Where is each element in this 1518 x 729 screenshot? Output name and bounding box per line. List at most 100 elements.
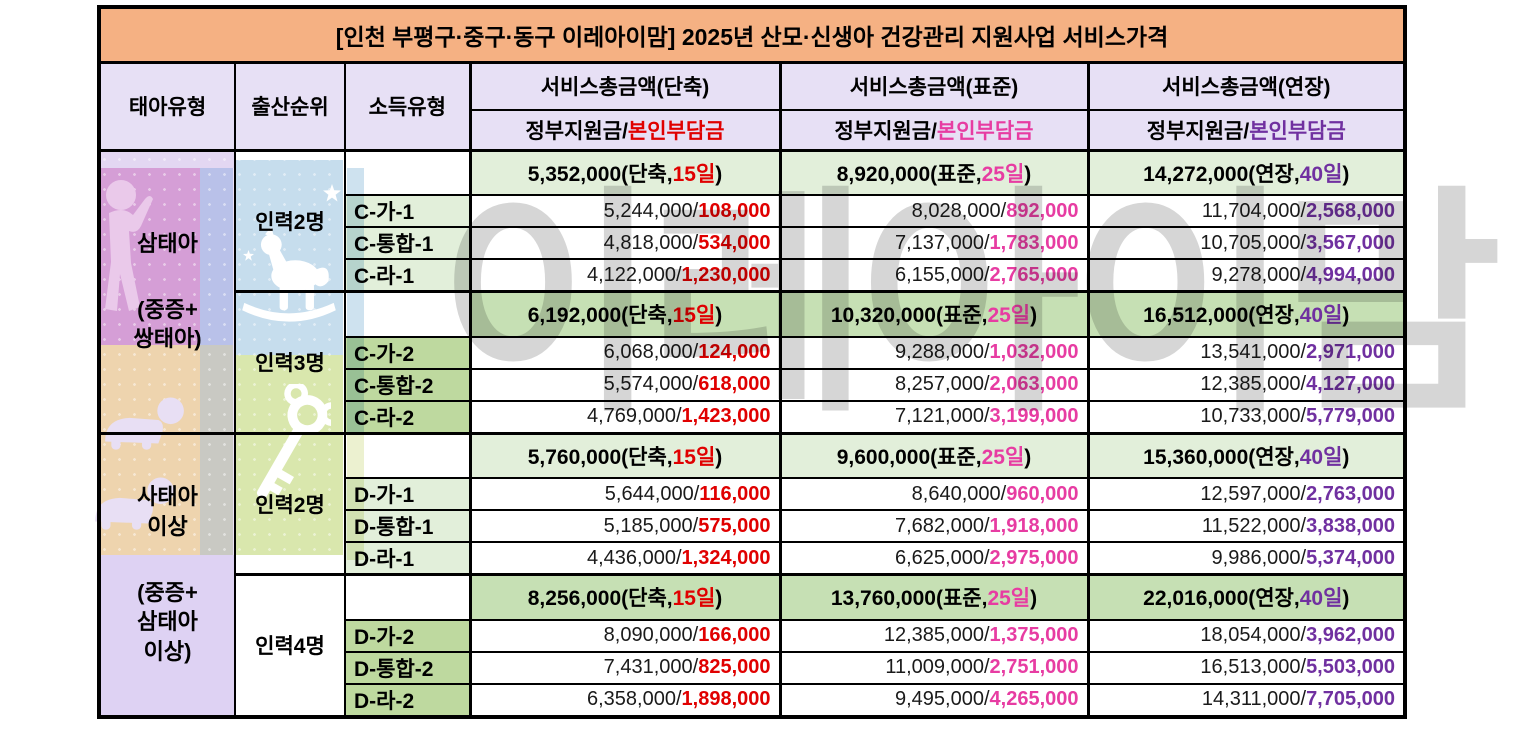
amount-short: 4,436,000/1,324,000: [468, 541, 781, 576]
fetus-line: (중증+: [137, 296, 198, 322]
income-blank-cell: [344, 148, 471, 196]
total-standard: 8,920,000(표준,25일): [778, 148, 1089, 196]
table-row: D-가-1 5,644,000/116,000 8,640,000/960,00…: [99, 477, 1407, 511]
amount-short: 5,244,000/108,000: [468, 194, 781, 228]
subheader-short: 정부지원금/본인부담금: [468, 109, 781, 151]
fetus-group-triplets: 삼태아 (중증+ 쌍태아): [98, 148, 236, 434]
total-short: 5,760,000(단축,15일): [468, 431, 781, 479]
amount-standard: 6,625,000/2,975,000: [778, 541, 1089, 576]
subheader-extended: 정부지원금/본인부담금: [1086, 109, 1407, 151]
fetus-line: 삼태아: [137, 609, 198, 635]
amount-extended: 14,311,000/7,705,000: [1086, 682, 1407, 718]
amount-extended: 16,513,000/5,503,000: [1086, 650, 1407, 685]
income-label: C-통합-2: [344, 367, 471, 402]
amount-short: 5,574,000/618,000: [468, 367, 781, 402]
total-short: 6,192,000(단축,15일): [468, 290, 781, 338]
fetus-line: (중증+: [137, 579, 198, 605]
col-header-income-type: 소득유형: [344, 61, 471, 151]
amount-short: 8,090,000/166,000: [468, 618, 781, 653]
total-short: 8,256,000(단축,15일): [468, 573, 781, 621]
amount-extended: 13,541,000/2,971,000: [1086, 335, 1407, 370]
income-label: C-통합-1: [344, 226, 471, 260]
table-row: D-라-1 4,436,000/1,324,000 6,625,000/2,97…: [99, 541, 1407, 576]
amount-standard: 8,028,000/892,000: [778, 194, 1089, 228]
income-label: D-통합-1: [344, 509, 471, 543]
gov-label: 정부지원금/: [1146, 119, 1250, 143]
amount-extended: 9,278,000/4,994,000: [1086, 258, 1407, 293]
income-label: C-라-2: [344, 399, 471, 434]
amount-short: 5,644,000/116,000: [468, 477, 781, 511]
fetus-line: 이상: [147, 513, 188, 539]
table-row: D-통합-1 5,185,000/575,000 7,682,000/1,918…: [99, 509, 1407, 543]
fetus-line: 쌍태아): [133, 326, 202, 352]
fetus-line: 삼태아: [137, 230, 198, 256]
total-extended: 15,360,000(연장,40일): [1086, 431, 1407, 479]
table-row: C-통합-1 4,818,000/534,000 7,137,000/1,783…: [99, 226, 1407, 260]
amount-standard: 12,385,000/1,375,000: [778, 618, 1089, 653]
total-extended: 14,272,000(연장,40일): [1086, 148, 1407, 196]
amount-short: 5,185,000/575,000: [468, 509, 781, 543]
income-label: D-가-2: [344, 618, 471, 653]
total-standard: 9,600,000(표준,25일): [778, 431, 1089, 479]
staff-cell: 인력4명: [234, 573, 346, 718]
table-row: D-라-2 6,358,000/1,898,000 9,495,000/4,26…: [99, 682, 1407, 718]
self-label: 본인부담금: [627, 119, 725, 143]
income-blank-cell: [344, 290, 471, 338]
total-standard: 13,760,000(표준,25일): [778, 573, 1089, 621]
subheader-standard: 정부지원금/본인부담금: [778, 109, 1089, 151]
income-label: D-가-1: [344, 477, 471, 511]
col-header-total-extended: 서비스총금액(연장): [1086, 61, 1407, 111]
col-header-total-standard: 서비스총금액(표준): [778, 61, 1089, 111]
income-blank-cell: [344, 431, 471, 479]
amount-extended: 12,597,000/2,763,000: [1086, 477, 1407, 511]
amount-extended: 11,704,000/2,568,000: [1086, 194, 1407, 228]
staff-cell: 인력2명: [234, 431, 346, 576]
income-label: C-가-1: [344, 194, 471, 228]
amount-standard: 7,137,000/1,783,000: [778, 226, 1089, 260]
total-extended: 22,016,000(연장,40일): [1086, 573, 1407, 621]
amount-short: 4,769,000/1,423,000: [468, 399, 781, 434]
table-row: C-라-2 4,769,000/1,423,000 7,121,000/3,19…: [99, 399, 1407, 434]
self-label: 본인부담금: [1249, 119, 1346, 143]
income-label: D-통합-2: [344, 650, 471, 685]
fetus-line: 이상): [143, 639, 192, 665]
amount-standard: 6,155,000/2,765,000: [778, 258, 1089, 293]
amount-standard: 7,682,000/1,918,000: [778, 509, 1089, 543]
amount-standard: 11,009,000/2,751,000: [778, 650, 1089, 685]
fetus-line: 사태아: [137, 484, 198, 510]
amount-short: 4,818,000/534,000: [468, 226, 781, 260]
table-row: D-가-2 8,090,000/166,000 12,385,000/1,375…: [99, 618, 1407, 653]
staff-cell: 인력2명: [234, 148, 346, 293]
income-blank-cell: [344, 573, 471, 621]
price-table-wrap: [인천 부평구·중구·동구 이레아이맘] 2025년 산모·신생아 건강관리 지…: [97, 5, 1408, 719]
amount-extended: 9,986,000/5,374,000: [1086, 541, 1407, 576]
income-label: D-라-1: [344, 541, 471, 576]
total-short: 5,352,000(단축,15일): [468, 148, 781, 196]
fetus-group-quadruplets: 사태아 이상 (중증+ 삼태아 이상): [98, 431, 236, 718]
page-title: [인천 부평구·중구·동구 이레아이맘] 2025년 산모·신생아 건강관리 지…: [97, 6, 1407, 64]
table-row: C-가-2 6,068,000/124,000 9,288,000/1,032,…: [99, 335, 1407, 370]
col-header-fetus-type: 태아유형: [98, 61, 236, 151]
total-extended: 16,512,000(연장,40일): [1086, 290, 1407, 338]
income-label: D-라-2: [344, 682, 471, 718]
amount-extended: 10,705,000/3,567,000: [1086, 226, 1407, 260]
table-row: C-통합-2 5,574,000/618,000 8,257,000/2,063…: [99, 367, 1407, 402]
amount-standard: 9,288,000/1,032,000: [778, 335, 1089, 370]
amount-short: 4,122,000/1,230,000: [468, 258, 781, 293]
gov-label: 정부지원금/: [834, 119, 937, 143]
amount-standard: 8,257,000/2,063,000: [778, 367, 1089, 402]
staff-cell: 인력3명: [234, 290, 346, 434]
amount-standard: 7,121,000/3,199,000: [778, 399, 1089, 434]
income-label: C-가-2: [344, 335, 471, 370]
total-standard: 10,320,000(표준,25일): [778, 290, 1089, 338]
amount-extended: 18,054,000/3,962,000: [1086, 618, 1407, 653]
table-row: C-가-1 5,244,000/108,000 8,028,000/892,00…: [99, 194, 1407, 228]
amount-standard: 8,640,000/960,000: [778, 477, 1089, 511]
income-label: C-라-1: [344, 258, 471, 293]
col-header-total-short: 서비스총금액(단축): [468, 61, 781, 111]
amount-short: 7,431,000/825,000: [468, 650, 781, 685]
table-row: C-라-1 4,122,000/1,230,000 6,155,000/2,76…: [99, 258, 1407, 293]
gov-label: 정부지원금/: [525, 119, 628, 143]
amount-standard: 9,495,000/4,265,000: [778, 682, 1089, 718]
